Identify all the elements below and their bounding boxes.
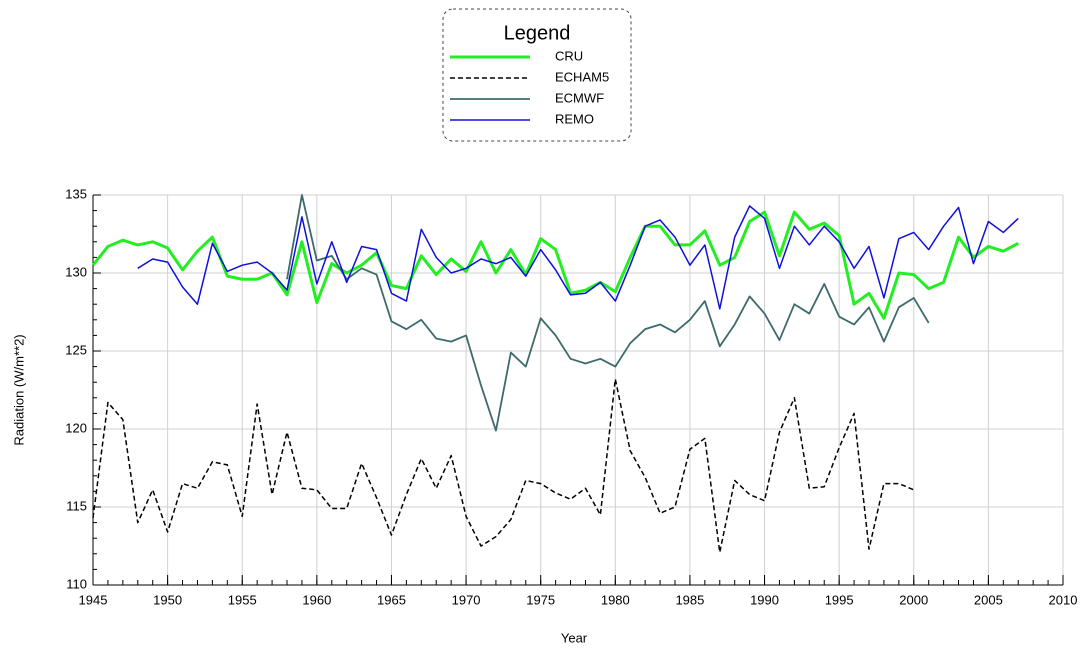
y-axis-label: Radiation (W/m**2) bbox=[11, 334, 26, 445]
y-tick-label: 115 bbox=[66, 498, 87, 513]
x-tick-label: 1990 bbox=[750, 592, 779, 607]
legend-label: ECMWF bbox=[555, 90, 604, 105]
y-tick-label: 125 bbox=[65, 342, 87, 357]
legend-title: Legend bbox=[504, 22, 571, 44]
y-tick-label: 135 bbox=[65, 186, 87, 201]
x-tick-label: 1980 bbox=[601, 592, 630, 607]
y-tick-label: 130 bbox=[65, 264, 87, 279]
x-tick-label: 1950 bbox=[153, 592, 182, 607]
x-tick-label: 1945 bbox=[79, 592, 108, 607]
series-line bbox=[137, 205, 1019, 310]
legend-label: REMO bbox=[555, 111, 594, 126]
series-line bbox=[91, 210, 1019, 320]
legend-box bbox=[442, 8, 632, 142]
x-axis-label: Year bbox=[561, 630, 588, 645]
x-tick-label: 2010 bbox=[1049, 592, 1078, 607]
x-tick-label: 1960 bbox=[302, 592, 331, 607]
series-line bbox=[286, 194, 930, 432]
legend-label: ECHAM5 bbox=[555, 69, 609, 84]
x-tick-label: 1995 bbox=[825, 592, 854, 607]
y-tick-label: 120 bbox=[65, 420, 87, 435]
x-tick-label: 1975 bbox=[526, 592, 555, 607]
x-tick-label: 1970 bbox=[452, 592, 481, 607]
series-line bbox=[92, 378, 915, 553]
y-tick-label: 110 bbox=[66, 576, 87, 591]
x-tick-label: 1985 bbox=[675, 592, 704, 607]
x-tick-label: 1955 bbox=[228, 592, 257, 607]
x-tick-label: 2000 bbox=[899, 592, 928, 607]
x-tick-label: 2005 bbox=[974, 592, 1003, 607]
legend-label: CRU bbox=[555, 48, 583, 63]
x-tick-label: 1965 bbox=[377, 592, 406, 607]
